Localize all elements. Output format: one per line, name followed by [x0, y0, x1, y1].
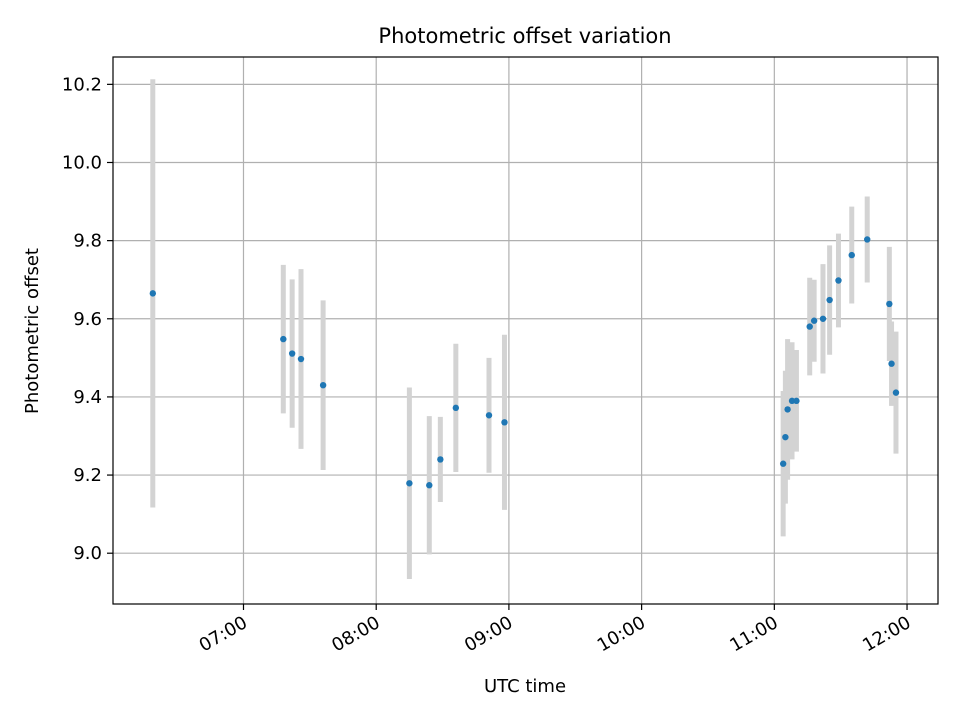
- y-tick-label: 9.8: [73, 231, 102, 252]
- y-axis-label: Photometric offset: [22, 248, 43, 414]
- data-point: [452, 404, 460, 412]
- x-axis-ticks: 07:00 08:00 09:00 10:00 11:00 12:00: [196, 604, 915, 656]
- data-point: [406, 480, 413, 487]
- data-point: [835, 277, 842, 284]
- x-tick-label: 07:00: [196, 612, 251, 656]
- data-point: [288, 350, 296, 357]
- y-tick-label: 9.6: [73, 309, 102, 330]
- grid: [113, 57, 938, 604]
- data-point: [426, 482, 433, 489]
- x-tick-label: 08:00: [328, 612, 383, 656]
- y-axis-ticks: 9.0 9.2 9.4 9.6 9.8 10.0 10.2: [62, 74, 113, 564]
- x-axis-label: UTC time: [484, 676, 566, 697]
- data-point: [784, 406, 791, 413]
- data-point: [826, 296, 833, 304]
- data-point: [297, 355, 305, 363]
- data-point: [437, 456, 444, 463]
- data-point: [280, 335, 287, 343]
- data-point: [149, 290, 157, 297]
- data-point: [892, 389, 900, 396]
- data-point: [485, 412, 493, 419]
- data-point: [782, 433, 789, 441]
- y-tick-label: 9.0: [73, 543, 102, 564]
- data-point: [793, 397, 800, 405]
- y-tick-label: 10.0: [62, 152, 102, 173]
- data-point: [886, 300, 893, 308]
- data-point: [864, 236, 871, 243]
- data-point: [819, 315, 827, 322]
- y-tick-label: 9.2: [73, 465, 102, 486]
- data-point: [888, 360, 895, 367]
- data-points: [149, 236, 900, 489]
- data-point: [810, 317, 818, 324]
- x-tick-label: 11:00: [726, 612, 781, 656]
- plot-frame: [112, 56, 939, 605]
- error-bars: [150, 79, 899, 579]
- data-point: [788, 397, 796, 405]
- data-point: [779, 460, 787, 467]
- data-point: [848, 251, 855, 259]
- data-point: [319, 382, 327, 389]
- chart-title: Photometric offset variation: [378, 24, 671, 48]
- x-tick-label: 09:00: [461, 612, 516, 656]
- x-tick-label: 10:00: [594, 612, 649, 656]
- data-point: [501, 419, 508, 426]
- x-tick-label: 12:00: [859, 612, 914, 656]
- y-tick-label: 9.4: [73, 387, 102, 408]
- data-point: [806, 323, 813, 330]
- y-tick-label: 10.2: [62, 74, 102, 95]
